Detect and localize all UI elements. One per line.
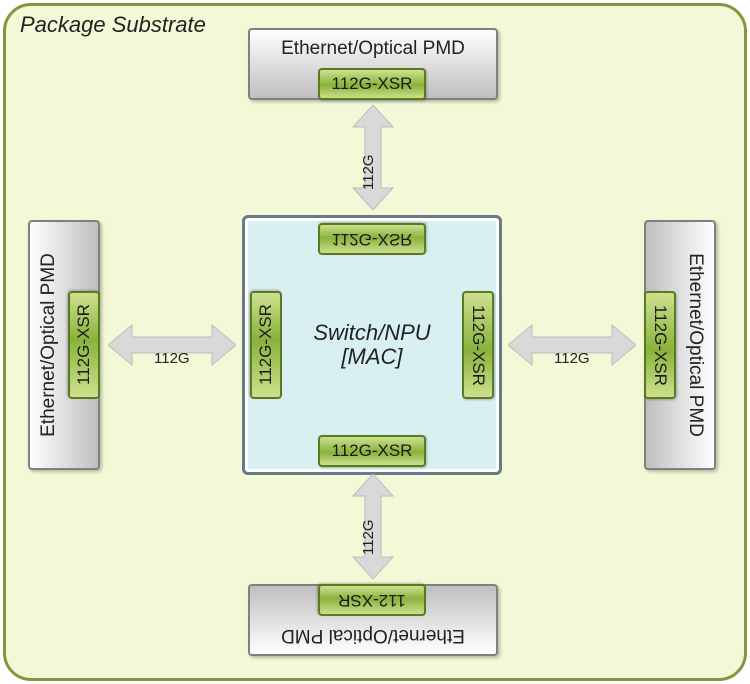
- xsr-pmd-left: 112G-XSR: [68, 291, 100, 399]
- xsr-chip-bottom: 112G-XSR: [318, 435, 426, 467]
- xsr-chip-right: 112G-XSR: [462, 291, 494, 399]
- arrow-top-label: 112G: [360, 154, 377, 190]
- xsr-pmd-right: 112G-XSR: [644, 291, 676, 399]
- title: Package Substrate: [20, 12, 206, 38]
- arrow-left-label: 112G: [154, 350, 190, 367]
- chip-label: Switch/NPU [MAC]: [313, 321, 430, 369]
- xsr-chip-left: 112G-XSR: [250, 291, 282, 399]
- pmd-bottom-label: Ethernet/Optical PMD: [281, 624, 465, 646]
- pmd-top-label: Ethernet/Optical PMD: [281, 38, 465, 60]
- pmd-left-label: Ethernet/Optical PMD: [38, 253, 60, 437]
- xsr-chip-top: 112G-XSR: [318, 223, 426, 255]
- pmd-right-label: Ethernet/Optical PMD: [684, 253, 706, 437]
- xsr-pmd-bottom: 112-XSR: [318, 584, 426, 616]
- arrow-bottom-label: 112G: [360, 519, 377, 555]
- xsr-pmd-top: 112G-XSR: [318, 68, 426, 100]
- arrow-right-label: 112G: [554, 350, 590, 367]
